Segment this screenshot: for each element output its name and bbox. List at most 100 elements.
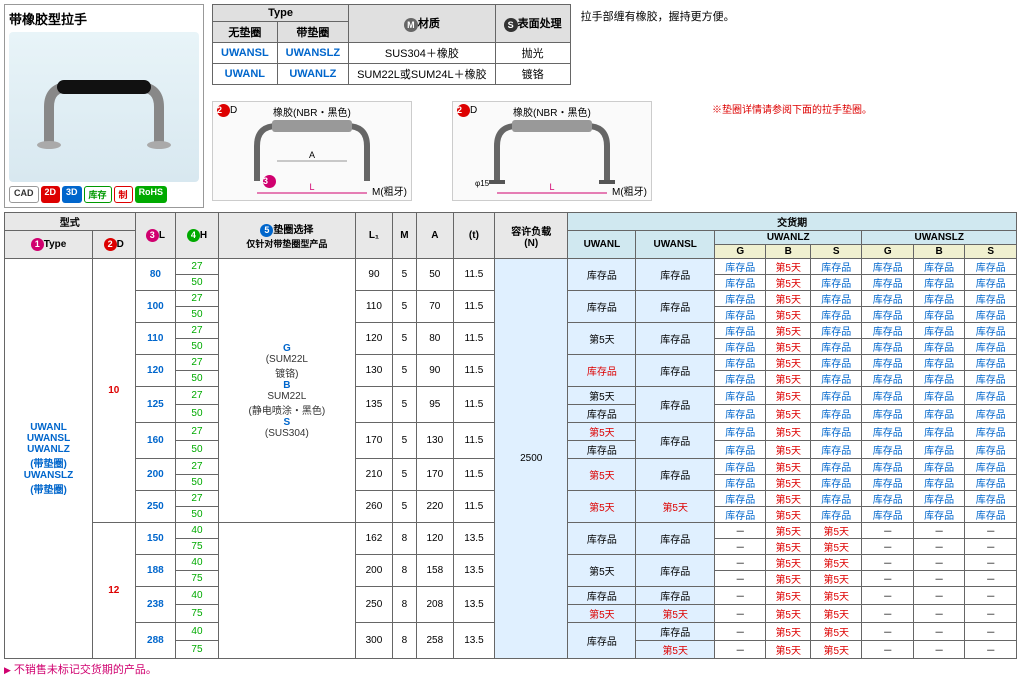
surf-cell: 镀铬 (495, 64, 570, 85)
l1-cell: 210 (355, 459, 392, 491)
h-cell: 27 (176, 355, 218, 371)
gbs-hdr: G (714, 245, 765, 259)
del-cell: 库存品 (568, 355, 636, 387)
a-cell: 80 (416, 323, 453, 355)
handle-icon (24, 57, 184, 157)
m-cell: 5 (392, 423, 416, 459)
a-hdr: A (416, 213, 453, 259)
type-cell: UWANSL (213, 43, 278, 64)
l-cell: 200 (135, 459, 176, 491)
mat-hdr: M材质 (349, 5, 496, 43)
gbs-hdr: S (811, 245, 862, 259)
rubber-label: 橡胶(NBR・黑色) (273, 104, 351, 119)
t-cell: 11.5 (453, 259, 494, 291)
l1-cell: 110 (355, 291, 392, 323)
a-cell: 170 (416, 459, 453, 491)
a-cell: 70 (416, 291, 453, 323)
nopad-hdr: 无垫圈 (213, 22, 278, 43)
del-cell: 第5天 (568, 387, 636, 405)
del-cell: 库存品 (636, 259, 715, 291)
del-cell: 第5天 (568, 323, 636, 355)
d-cell: 10 (93, 259, 135, 523)
stock-badge: 库存 (84, 186, 112, 203)
del-cell: 库存品 (636, 587, 715, 605)
h-cell: 75 (176, 571, 218, 587)
svg-text:A: A (309, 150, 315, 160)
h-cell: 50 (176, 441, 218, 459)
svg-text:L: L (549, 182, 554, 192)
a-cell: 50 (416, 259, 453, 291)
thread-label: M(粗牙) (612, 183, 647, 198)
rubber-label: 橡胶(NBR・黑色) (513, 104, 591, 119)
del-cell: 第5天 (636, 641, 715, 659)
del-cell: 库存品 (568, 623, 636, 659)
load-cell: 2500 (495, 259, 568, 659)
l1-cell: 90 (355, 259, 392, 291)
type-cell: UWANLZ (277, 64, 348, 85)
del-cell: 库存品 (636, 323, 715, 355)
l1-cell: 130 (355, 355, 392, 387)
del-cell: 库存品 (568, 587, 636, 605)
mat-cell: SUS304＋橡胶 (349, 43, 496, 64)
h-cell: 27 (176, 387, 218, 405)
h-cell: 50 (176, 339, 218, 355)
l-cell: 250 (135, 491, 176, 523)
del-cell: 第5天 (568, 459, 636, 491)
t-cell: 13.5 (453, 587, 494, 623)
m-hdr: M (392, 213, 416, 259)
del-cell: 库存品 (568, 523, 636, 555)
gbs-hdr: G (862, 245, 913, 259)
m-cell: 5 (392, 291, 416, 323)
type-cell: UWANL (213, 64, 278, 85)
del-cell: 库存品 (636, 459, 715, 491)
t-cell: 13.5 (453, 555, 494, 587)
type-hdr: Type (213, 5, 349, 22)
l-cell: 120 (135, 355, 176, 387)
h-cell: 50 (176, 405, 218, 423)
m-cell: 8 (392, 523, 416, 555)
cad-badge: CAD (9, 186, 39, 203)
d-hdr: 2D (93, 231, 135, 259)
m-cell: 5 (392, 323, 416, 355)
t-cell: 11.5 (453, 387, 494, 423)
h-cell: 50 (176, 275, 218, 291)
h-cell: 40 (176, 623, 218, 641)
m-cell: 8 (392, 623, 416, 659)
l-cell: 80 (135, 259, 176, 291)
h-cell: 27 (176, 423, 218, 441)
a-cell: 158 (416, 555, 453, 587)
del-cell: 第5天 (636, 491, 715, 523)
del-cell: 库存品 (636, 523, 715, 555)
h-cell: 50 (176, 507, 218, 523)
m-cell: 5 (392, 491, 416, 523)
m-cell: 5 (392, 259, 416, 291)
diagram-1: A L 橡胶(NBR・黑色) M(粗牙) 2D 3 (212, 101, 412, 201)
gbs-hdr: B (766, 245, 811, 259)
type-cell: UWANLUWANSLUWANLZ(带垫圈)UWANSLZ(带垫圈) (5, 259, 93, 659)
l1-cell: 250 (355, 587, 392, 623)
product-title: 带橡胶型拉手 (9, 9, 199, 28)
washer-cell (218, 523, 355, 659)
l1-cell: 200 (355, 555, 392, 587)
m-cell: 8 (392, 587, 416, 623)
main-spec-table: 型式 3L 4H 5垫圈选择仅针对带垫圈型产品 L₁ M A (t) 容许负载(… (4, 212, 1017, 659)
surf-hdr: S表面处理 (495, 5, 570, 43)
del-col: UWANSLZ (862, 231, 1017, 245)
a-cell: 208 (416, 587, 453, 623)
del-cell: 库存品 (636, 623, 715, 641)
type-table: Type M材质 S表面处理 无垫圈 带垫圈 UWANSL UWANSLZ SU… (212, 4, 571, 85)
del-cell: 库存品 (568, 259, 636, 291)
mat-cell: SUM22L或SUM24L＋橡胶 (349, 64, 496, 85)
h-cell: 75 (176, 641, 218, 659)
badge-row: CAD 2D 3D 库存 制 RoHS (9, 186, 199, 203)
del-cell: 第5天 (568, 423, 636, 441)
h-hdr: 4H (176, 213, 218, 259)
del-cell: 库存品 (568, 441, 636, 459)
m-cell: 8 (392, 555, 416, 587)
del-cell: 库存品 (636, 423, 715, 459)
a-cell: 120 (416, 523, 453, 555)
l1-cell: 135 (355, 387, 392, 423)
h-cell: 27 (176, 323, 218, 339)
d-cell: 12 (93, 523, 135, 659)
h-cell: 40 (176, 523, 218, 539)
